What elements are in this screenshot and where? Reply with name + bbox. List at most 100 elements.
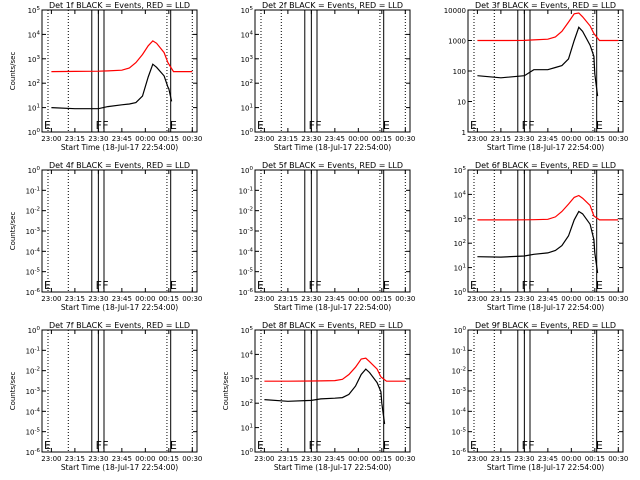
x-tick-label: 23:30 xyxy=(301,295,321,303)
x-axis-label: Start Time (18-Jul-17 22:54:00) xyxy=(487,143,604,152)
panel-title: Det 1f BLACK = Events, RED = LLD xyxy=(49,1,190,10)
y-tick-label: 100 xyxy=(28,166,41,175)
y-tick-label: 10-6 xyxy=(26,288,41,297)
y-tick-label: 100 xyxy=(453,68,466,76)
x-tick-label: 23:30 xyxy=(88,455,108,463)
y-tick-label: 10-1 xyxy=(452,346,466,355)
x-tick-label: 23:30 xyxy=(301,135,321,143)
panel-det-5: Det 5f BLACK = Events, RED = LLD 10-6 10-5… xyxy=(239,161,416,312)
y-tick-label: 100 xyxy=(28,128,41,137)
x-tick-label: 00:15 xyxy=(372,455,392,463)
lld-series-line xyxy=(264,357,406,382)
x-tick-label: 23:45 xyxy=(325,295,345,303)
plot-frame xyxy=(467,329,624,453)
x-tick-label: 00:00 xyxy=(135,135,155,143)
y-tick-label: 103 xyxy=(241,375,254,384)
flag-f: F xyxy=(522,279,528,292)
panel-det-4: Det 4f BLACK = Events, RED = LLD 10-6 10-5… xyxy=(9,161,202,312)
x-tick-label: 23:45 xyxy=(538,135,558,143)
panel-det-7: Det 7f BLACK = Events, RED = LLD 10-6 10-5… xyxy=(9,321,202,472)
y-tick-label: 104 xyxy=(241,350,254,359)
flag-f: F xyxy=(522,439,528,452)
flag-e: E xyxy=(44,119,51,132)
plot-frame xyxy=(41,169,198,293)
y-tick-label: 105 xyxy=(241,6,254,15)
y-tick-label: 100 xyxy=(241,448,254,457)
x-tick-label: 23:00 xyxy=(254,135,274,143)
x-axis-label: Start Time (18-Jul-17 22:54:00) xyxy=(274,303,391,312)
plot-frame xyxy=(254,9,411,133)
x-tick-label: 23:00 xyxy=(41,295,61,303)
x-axis-label: Start Time (18-Jul-17 22:54:00) xyxy=(61,463,178,472)
y-tick-label: 101 xyxy=(241,104,253,113)
y-tick-label: 10-6 xyxy=(26,448,41,457)
y-tick-label: 10-1 xyxy=(239,186,253,195)
flag-e: E xyxy=(596,119,603,132)
x-tick-label: 23:00 xyxy=(41,135,61,143)
y-tick-label: 104 xyxy=(241,30,254,39)
flag-f: F xyxy=(522,119,528,132)
flag-f: F xyxy=(309,119,315,132)
x-tick-label: 00:30 xyxy=(182,135,202,143)
flag-e: E xyxy=(44,439,51,452)
y-tick-label: 103 xyxy=(241,55,254,64)
flag-e: E xyxy=(383,279,390,292)
x-tick-label: 23:30 xyxy=(88,135,108,143)
x-tick-label: 00:15 xyxy=(585,295,605,303)
x-tick-label: 00:00 xyxy=(135,455,155,463)
flag-e: E xyxy=(257,279,264,292)
x-tick-label: 23:15 xyxy=(278,135,298,143)
lld-series-line xyxy=(477,194,619,221)
y-tick-label: 10-5 xyxy=(239,268,254,277)
x-tick-label: 23:15 xyxy=(65,295,85,303)
x-tick-label: 23:30 xyxy=(88,295,108,303)
y-tick-label: 100 xyxy=(454,326,467,335)
x-tick-label: 00:15 xyxy=(159,455,179,463)
x-tick-label: 23:15 xyxy=(491,455,511,463)
x-tick-label: 00:15 xyxy=(372,135,392,143)
x-tick-label: 00:30 xyxy=(608,295,628,303)
x-tick-label: 23:15 xyxy=(65,135,85,143)
x-axis-label: Start Time (18-Jul-17 22:54:00) xyxy=(61,303,178,312)
x-tick-label: 23:45 xyxy=(112,135,132,143)
y-tick-label: 104 xyxy=(28,30,41,39)
x-tick-label: 23:45 xyxy=(325,135,345,143)
flag-f: F xyxy=(309,439,315,452)
y-tick-label: 10-4 xyxy=(26,407,41,416)
plot-frame xyxy=(467,9,624,133)
y-tick-label: 105 xyxy=(28,6,41,15)
panel-det-3: Det 3f BLACK = Events, RED = LLD 1 10 100 10… xyxy=(444,1,629,152)
y-tick-label: 10-2 xyxy=(452,367,466,376)
y-tick-label: 10-3 xyxy=(239,227,254,236)
panel-title: Det 7f BLACK = Events, RED = LLD xyxy=(49,321,190,330)
flag-f: F xyxy=(528,119,534,132)
flag-e: E xyxy=(170,439,177,452)
flag-f: F xyxy=(96,279,102,292)
flag-f: F xyxy=(102,119,108,132)
x-tick-label: 23:00 xyxy=(254,295,274,303)
x-tick-label: 00:00 xyxy=(135,295,155,303)
y-axis-label: Counts/sec xyxy=(9,52,17,91)
flag-e: E xyxy=(596,279,603,292)
x-tick-label: 00:15 xyxy=(585,455,605,463)
y-tick-label: 102 xyxy=(28,79,40,88)
panel-title: Det 8f BLACK = Events, RED = LLD xyxy=(262,321,403,330)
x-tick-label: 00:00 xyxy=(561,295,581,303)
x-tick-label: 00:30 xyxy=(182,455,202,463)
plot-frame xyxy=(41,329,198,453)
x-tick-label: 00:00 xyxy=(348,295,368,303)
panel-det-2: Det 2f BLACK = Events, RED = LLD 100 101 10… xyxy=(241,1,416,152)
y-tick-label: 10-5 xyxy=(26,268,41,277)
x-tick-label: 23:15 xyxy=(278,295,298,303)
y-tick-label: 10-1 xyxy=(26,186,40,195)
x-tick-label: 23:30 xyxy=(514,295,534,303)
x-tick-label: 00:30 xyxy=(608,455,628,463)
x-axis-label: Start Time (18-Jul-17 22:54:00) xyxy=(274,463,391,472)
y-tick-label: 10-3 xyxy=(452,387,467,396)
x-tick-label: 23:00 xyxy=(467,135,487,143)
panel-title: Det 6f BLACK = Events, RED = LLD xyxy=(475,161,616,170)
lld-series-line xyxy=(477,12,619,42)
flag-e: E xyxy=(44,279,51,292)
y-tick-label: 100 xyxy=(241,166,254,175)
x-tick-label: 00:15 xyxy=(585,135,605,143)
